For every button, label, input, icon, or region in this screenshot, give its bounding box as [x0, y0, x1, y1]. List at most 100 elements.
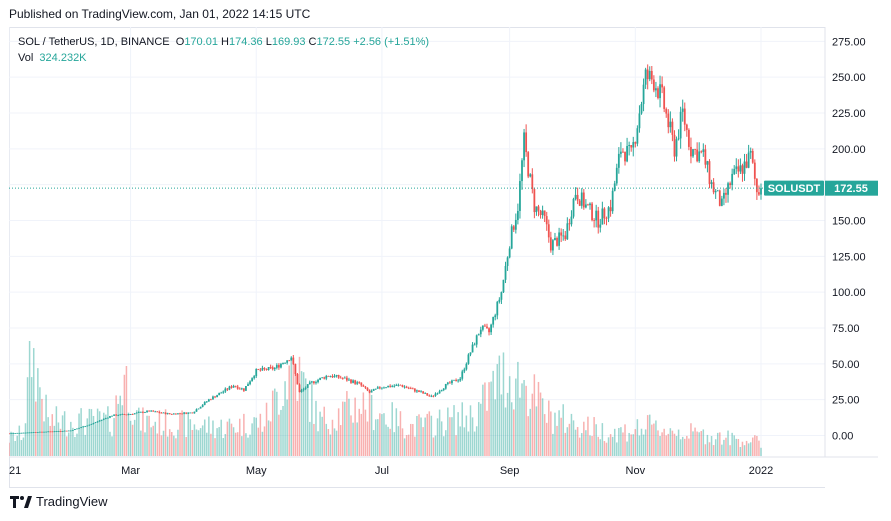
volume-bar	[632, 434, 635, 456]
legend-price-row: SOL / TetherUS, 1D, BINANCE O170.01 H174…	[18, 34, 429, 50]
volume-bar	[72, 427, 74, 456]
volume-bar	[653, 423, 655, 456]
volume-bar	[585, 430, 587, 456]
volume-bar	[247, 437, 249, 456]
candle-body	[405, 386, 408, 388]
candle-body	[10, 433, 12, 435]
legend-volume-label[interactable]: Vol	[18, 52, 34, 64]
candle-body	[228, 386, 231, 390]
candle-body	[632, 142, 635, 148]
volume-bar	[543, 414, 546, 456]
volume-bar	[480, 403, 482, 456]
candle-body	[720, 198, 723, 206]
volume-bar	[259, 413, 262, 456]
volume-bar	[401, 428, 404, 456]
volume-bar	[92, 415, 95, 456]
volume-bar	[529, 408, 531, 456]
candle-body	[615, 167, 618, 184]
volume-bar	[399, 411, 402, 456]
volume-bar	[749, 442, 752, 456]
candle-body	[41, 431, 43, 433]
candle-body	[525, 132, 528, 153]
candle-body	[121, 414, 124, 415]
volume-bar	[622, 432, 624, 456]
legend-symbol[interactable]: SOL / TetherUS, 1D, BINANCE	[18, 36, 170, 48]
candle-body	[51, 431, 54, 433]
volume-bar	[28, 341, 31, 456]
candle-body	[638, 113, 641, 129]
legend-volume-row: Vol 324.232K	[18, 50, 429, 66]
candle-body	[308, 382, 311, 385]
volume-bar	[100, 419, 103, 456]
candle-body	[362, 385, 365, 387]
volume-bar	[356, 422, 358, 456]
volume-bar	[337, 408, 340, 456]
volume-bar	[523, 380, 525, 456]
volume-bar	[335, 430, 338, 456]
candle-body	[30, 432, 33, 434]
volume-bar	[498, 355, 501, 456]
candle-body	[137, 412, 140, 413]
price-tick-label: 50.00	[832, 359, 860, 371]
candle-body	[486, 326, 488, 329]
volume-bar	[156, 433, 159, 456]
volume-bar	[206, 432, 208, 456]
candle-body	[539, 210, 542, 216]
volume-bar	[743, 445, 746, 456]
volume-bar	[32, 348, 35, 456]
volume-bar	[300, 371, 303, 456]
volume-bar	[344, 401, 346, 456]
candle-body	[102, 418, 105, 420]
candle-body	[82, 426, 85, 428]
volume-bar	[86, 418, 89, 456]
volume-bar	[686, 435, 688, 456]
candle-body	[502, 279, 505, 293]
volume-bar	[671, 430, 674, 456]
candle-body	[156, 411, 159, 413]
candle-body	[53, 431, 56, 433]
volume-bar	[628, 432, 630, 456]
volume-bar	[595, 424, 597, 456]
time-tick-label: Sep	[500, 465, 520, 477]
volume-bar	[175, 438, 177, 456]
candle-body	[57, 431, 60, 432]
brand-footer[interactable]: TradingView	[10, 494, 108, 509]
candle-body	[620, 151, 622, 154]
price-chart[interactable]: 0.0025.0050.0075.00100.00125.00150.00175…	[9, 27, 878, 488]
candle-body	[731, 173, 734, 186]
candle-body	[461, 371, 464, 379]
volume-bar	[700, 431, 703, 456]
volume-bar	[475, 426, 478, 456]
volume-bar	[327, 429, 330, 456]
candle-body	[413, 388, 416, 392]
volume-bar	[729, 445, 731, 456]
candle-body	[253, 376, 256, 379]
volume-bar	[519, 397, 521, 456]
volume-bar	[436, 418, 439, 456]
volume-bar	[420, 417, 422, 456]
candles	[9, 64, 762, 435]
candle-body	[265, 368, 268, 370]
candle-body	[642, 84, 645, 105]
volume-bar	[232, 427, 235, 456]
candle-body	[160, 412, 163, 414]
volume-bar	[642, 434, 645, 456]
candle-body	[288, 360, 291, 362]
volume-bar	[510, 402, 513, 456]
volume-bar	[98, 411, 101, 456]
candle-body	[747, 152, 750, 168]
volume-bar	[216, 428, 218, 456]
candle-body	[133, 413, 136, 415]
candle-body	[531, 174, 534, 190]
volume-bar	[154, 421, 157, 456]
candle-body	[90, 424, 93, 425]
candle-body	[448, 382, 451, 384]
volume-bar	[47, 417, 49, 456]
candle-body	[345, 377, 348, 381]
time-axis[interactable]: 2021 Mar May Jul Sep Nov 2022	[9, 465, 773, 477]
candle-body	[698, 151, 701, 162]
candle-body	[88, 424, 91, 426]
volume-bar	[414, 436, 416, 456]
candle-body	[681, 108, 684, 112]
volume-bar	[721, 444, 723, 456]
